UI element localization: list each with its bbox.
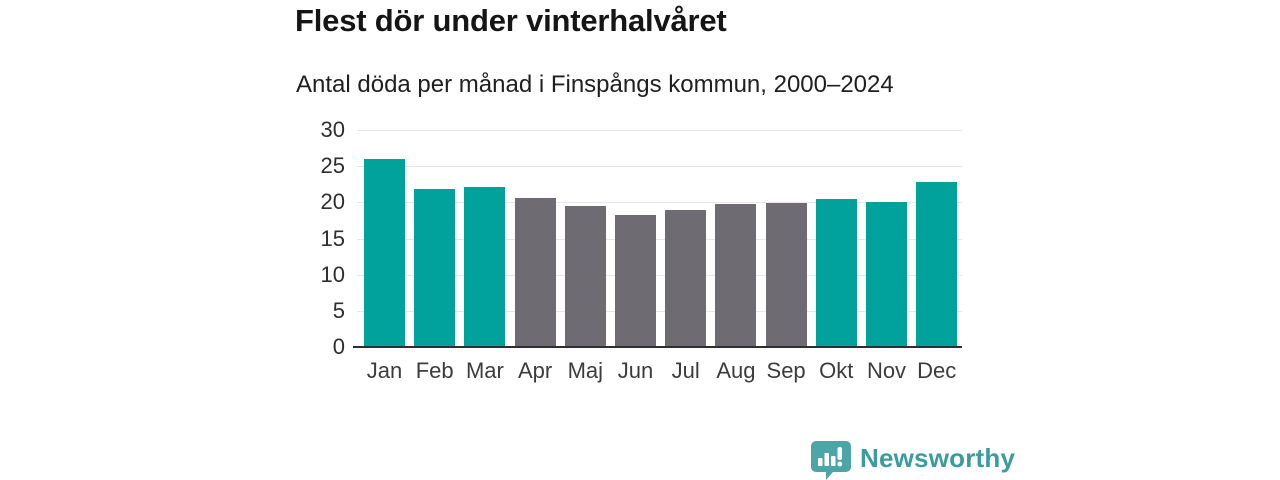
gridline-20 xyxy=(357,202,962,204)
chart-title: Flest dör under vinterhalvåret xyxy=(295,3,727,38)
bar-aug xyxy=(715,203,757,347)
x-label-okt: Okt xyxy=(819,358,854,383)
y-tick-10: 10 xyxy=(320,261,345,287)
newsworthy-wordmark: Newsworthy xyxy=(860,442,1016,473)
x-axis-line xyxy=(353,346,962,348)
x-label-feb: Feb xyxy=(415,358,454,383)
y-tick-20: 20 xyxy=(320,189,345,215)
chart-subtitle: Antal döda per månad i Finspångs kommun,… xyxy=(296,71,894,98)
bar-jun xyxy=(615,215,656,347)
bar-maj xyxy=(564,205,606,347)
newsworthy-logo-icon xyxy=(811,441,851,480)
x-label-sep: Sep xyxy=(766,358,806,383)
x-label-jun: Jun xyxy=(617,358,654,383)
y-tick-30: 30 xyxy=(320,117,345,142)
gridline-10 xyxy=(357,274,962,276)
bar-nov xyxy=(866,201,907,347)
y-tick-5: 5 xyxy=(332,297,345,323)
bar-feb xyxy=(414,189,456,347)
newsworthy-brand: Newsworthy xyxy=(811,441,1015,480)
gridline-15 xyxy=(357,238,962,240)
chart-container: Flest dör under vinterhalvåret Antal död… xyxy=(295,0,1015,480)
bar-jan xyxy=(364,158,405,347)
bar-okt xyxy=(815,198,857,347)
x-label-dec: Dec xyxy=(917,358,957,383)
x-label-aug: Aug xyxy=(716,358,756,383)
x-label-jan: Jan xyxy=(366,358,403,383)
x-label-maj: Maj xyxy=(567,358,604,383)
gridline-5 xyxy=(357,310,962,312)
x-label-jul: Jul xyxy=(671,358,700,383)
plot-area xyxy=(353,130,962,348)
x-label-nov: Nov xyxy=(866,358,907,383)
x-label-apr: Apr xyxy=(517,358,553,383)
bar-dec xyxy=(916,182,958,347)
y-tick-25: 25 xyxy=(320,153,345,179)
bar-mar xyxy=(464,187,506,347)
bar-jul xyxy=(665,209,707,347)
x-label-mar: Mar xyxy=(465,358,504,383)
gridline-25 xyxy=(357,166,962,168)
y-tick-0: 0 xyxy=(332,334,345,359)
bar-apr xyxy=(514,198,556,347)
y-tick-15: 15 xyxy=(320,225,345,251)
bar-sep xyxy=(765,203,807,347)
gridline-30 xyxy=(357,130,962,131)
